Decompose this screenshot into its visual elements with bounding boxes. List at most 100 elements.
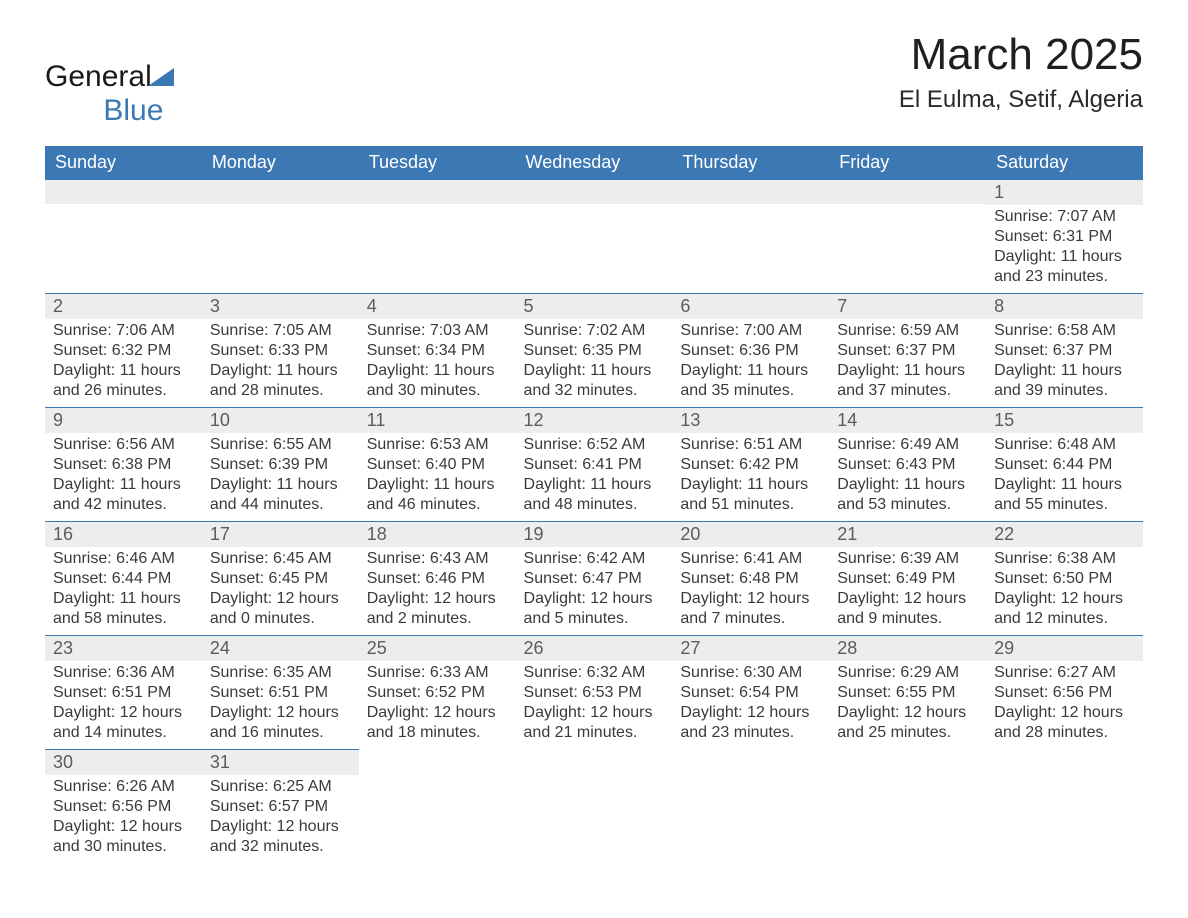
- day-number: 2: [45, 294, 202, 319]
- calendar-day-empty: [829, 180, 986, 294]
- sunset: Sunset: 6:42 PM: [680, 455, 821, 475]
- sunrise: Sunrise: 6:58 AM: [994, 321, 1135, 341]
- sunset: Sunset: 6:36 PM: [680, 341, 821, 361]
- daylight: Daylight: 12 hours and 23 minutes.: [680, 703, 821, 743]
- sunrise: Sunrise: 6:42 AM: [524, 549, 665, 569]
- day-info: Sunrise: 6:55 AMSunset: 6:39 PMDaylight:…: [202, 433, 359, 521]
- daylight: Daylight: 12 hours and 28 minutes.: [994, 703, 1135, 743]
- day-info: Sunrise: 6:30 AMSunset: 6:54 PMDaylight:…: [672, 661, 829, 749]
- daylight: Daylight: 12 hours and 18 minutes.: [367, 703, 508, 743]
- daylight: Daylight: 11 hours and 26 minutes.: [53, 361, 194, 401]
- calendar-day-empty: [359, 180, 516, 294]
- calendar-week: 2Sunrise: 7:06 AMSunset: 6:32 PMDaylight…: [45, 294, 1143, 408]
- day-number: 23: [45, 636, 202, 661]
- day-number: 25: [359, 636, 516, 661]
- calendar-day: 29Sunrise: 6:27 AMSunset: 6:56 PMDayligh…: [986, 636, 1143, 750]
- sunset: Sunset: 6:49 PM: [837, 569, 978, 589]
- day-info: Sunrise: 6:48 AMSunset: 6:44 PMDaylight:…: [986, 433, 1143, 521]
- sunset: Sunset: 6:37 PM: [994, 341, 1135, 361]
- calendar-day: 2Sunrise: 7:06 AMSunset: 6:32 PMDaylight…: [45, 294, 202, 408]
- daylight: Daylight: 11 hours and 51 minutes.: [680, 475, 821, 515]
- calendar-day-empty: [516, 750, 673, 864]
- day-info: Sunrise: 6:35 AMSunset: 6:51 PMDaylight:…: [202, 661, 359, 749]
- calendar-day: 23Sunrise: 6:36 AMSunset: 6:51 PMDayligh…: [45, 636, 202, 750]
- day-info: Sunrise: 6:53 AMSunset: 6:40 PMDaylight:…: [359, 433, 516, 521]
- day-number: 29: [986, 636, 1143, 661]
- daylight: Daylight: 12 hours and 12 minutes.: [994, 589, 1135, 629]
- sunset: Sunset: 6:56 PM: [53, 797, 194, 817]
- weekday-header: Friday: [829, 146, 986, 180]
- calendar-day: 19Sunrise: 6:42 AMSunset: 6:47 PMDayligh…: [516, 522, 673, 636]
- daylight: Daylight: 11 hours and 32 minutes.: [524, 361, 665, 401]
- calendar-week: 1Sunrise: 7:07 AMSunset: 6:31 PMDaylight…: [45, 180, 1143, 294]
- daylight: Daylight: 11 hours and 30 minutes.: [367, 361, 508, 401]
- calendar-day: 3Sunrise: 7:05 AMSunset: 6:33 PMDaylight…: [202, 294, 359, 408]
- daylight: Daylight: 11 hours and 53 minutes.: [837, 475, 978, 515]
- day-info: Sunrise: 6:39 AMSunset: 6:49 PMDaylight:…: [829, 547, 986, 635]
- sunrise: Sunrise: 6:52 AM: [524, 435, 665, 455]
- day-info: [202, 204, 359, 264]
- day-info: Sunrise: 7:05 AMSunset: 6:33 PMDaylight:…: [202, 319, 359, 407]
- calendar-day: 27Sunrise: 6:30 AMSunset: 6:54 PMDayligh…: [672, 636, 829, 750]
- daylight: Daylight: 11 hours and 39 minutes.: [994, 361, 1135, 401]
- sunrise: Sunrise: 7:07 AM: [994, 207, 1135, 227]
- sunrise: Sunrise: 6:56 AM: [53, 435, 194, 455]
- day-number: [829, 180, 986, 204]
- day-number: 9: [45, 408, 202, 433]
- sunset: Sunset: 6:38 PM: [53, 455, 194, 475]
- day-number: [202, 180, 359, 204]
- day-number: 16: [45, 522, 202, 547]
- sunrise: Sunrise: 6:53 AM: [367, 435, 508, 455]
- calendar-day-empty: [672, 180, 829, 294]
- day-number: 6: [672, 294, 829, 319]
- sunset: Sunset: 6:52 PM: [367, 683, 508, 703]
- day-info: Sunrise: 6:27 AMSunset: 6:56 PMDaylight:…: [986, 661, 1143, 749]
- logo-text: General Blue: [45, 60, 174, 128]
- day-info: [516, 774, 673, 834]
- calendar-day-empty: [829, 750, 986, 864]
- day-number: 10: [202, 408, 359, 433]
- day-number: 7: [829, 294, 986, 319]
- sunrise: Sunrise: 6:49 AM: [837, 435, 978, 455]
- sunset: Sunset: 6:43 PM: [837, 455, 978, 475]
- daylight: Daylight: 12 hours and 16 minutes.: [210, 703, 351, 743]
- daylight: Daylight: 11 hours and 28 minutes.: [210, 361, 351, 401]
- day-number: 8: [986, 294, 1143, 319]
- sunrise: Sunrise: 6:25 AM: [210, 777, 351, 797]
- daylight: Daylight: 12 hours and 5 minutes.: [524, 589, 665, 629]
- daylight: Daylight: 12 hours and 21 minutes.: [524, 703, 665, 743]
- daylight: Daylight: 11 hours and 42 minutes.: [53, 475, 194, 515]
- sunset: Sunset: 6:48 PM: [680, 569, 821, 589]
- logo: General Blue: [45, 60, 174, 128]
- day-number: [672, 180, 829, 204]
- calendar-day: 25Sunrise: 6:33 AMSunset: 6:52 PMDayligh…: [359, 636, 516, 750]
- sunrise: Sunrise: 6:41 AM: [680, 549, 821, 569]
- day-info: Sunrise: 6:56 AMSunset: 6:38 PMDaylight:…: [45, 433, 202, 521]
- sunset: Sunset: 6:34 PM: [367, 341, 508, 361]
- sunset: Sunset: 6:53 PM: [524, 683, 665, 703]
- calendar-day: 17Sunrise: 6:45 AMSunset: 6:45 PMDayligh…: [202, 522, 359, 636]
- day-info: [672, 774, 829, 834]
- day-info: [45, 204, 202, 264]
- sunrise: Sunrise: 7:00 AM: [680, 321, 821, 341]
- calendar-day: 9Sunrise: 6:56 AMSunset: 6:38 PMDaylight…: [45, 408, 202, 522]
- calendar-day: 7Sunrise: 6:59 AMSunset: 6:37 PMDaylight…: [829, 294, 986, 408]
- daylight: Daylight: 12 hours and 7 minutes.: [680, 589, 821, 629]
- day-info: Sunrise: 6:32 AMSunset: 6:53 PMDaylight:…: [516, 661, 673, 749]
- day-info: Sunrise: 7:02 AMSunset: 6:35 PMDaylight:…: [516, 319, 673, 407]
- sunset: Sunset: 6:51 PM: [210, 683, 351, 703]
- calendar-day: 16Sunrise: 6:46 AMSunset: 6:44 PMDayligh…: [45, 522, 202, 636]
- sunset: Sunset: 6:50 PM: [994, 569, 1135, 589]
- calendar-head: SundayMondayTuesdayWednesdayThursdayFrid…: [45, 146, 1143, 180]
- weekday-row: SundayMondayTuesdayWednesdayThursdayFrid…: [45, 146, 1143, 180]
- sunrise: Sunrise: 6:32 AM: [524, 663, 665, 683]
- daylight: Daylight: 12 hours and 25 minutes.: [837, 703, 978, 743]
- calendar-day: 6Sunrise: 7:00 AMSunset: 6:36 PMDaylight…: [672, 294, 829, 408]
- sunrise: Sunrise: 6:35 AM: [210, 663, 351, 683]
- day-info: Sunrise: 6:59 AMSunset: 6:37 PMDaylight:…: [829, 319, 986, 407]
- daylight: Daylight: 12 hours and 32 minutes.: [210, 817, 351, 857]
- calendar-day: 24Sunrise: 6:35 AMSunset: 6:51 PMDayligh…: [202, 636, 359, 750]
- calendar-day-empty: [516, 180, 673, 294]
- sunset: Sunset: 6:39 PM: [210, 455, 351, 475]
- header: General Blue March 2025 El Eulma, Setif,…: [45, 30, 1143, 128]
